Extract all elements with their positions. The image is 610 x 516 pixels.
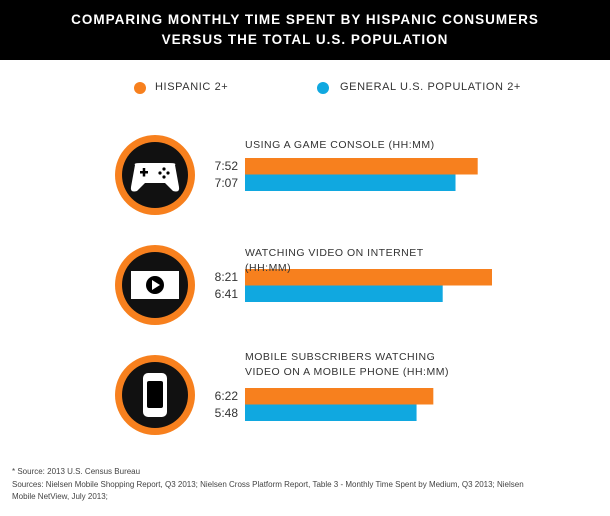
- bar: [245, 388, 434, 405]
- value-label: 7:07: [214, 175, 238, 190]
- header-band: [0, 0, 610, 60]
- category-icon: [115, 245, 195, 325]
- icon-play-arrow: [152, 280, 160, 290]
- icon-detail: [162, 167, 166, 171]
- value-label: 7:52: [214, 159, 238, 173]
- bar: [245, 174, 456, 191]
- legend-swatch: [134, 82, 146, 94]
- category-label: WATCHING VIDEO ON INTERNET (HH:MM): [245, 247, 424, 274]
- icon-detail: [142, 168, 146, 177]
- icon-detail: [162, 175, 166, 179]
- legend-swatch: [317, 82, 329, 94]
- value-label: 8:21: [214, 270, 238, 284]
- category-icon: [115, 355, 195, 435]
- bar: [245, 285, 443, 302]
- footnote: Sources: Nielsen Mobile Shopping Report,…: [12, 480, 524, 501]
- icon-detail: [166, 171, 170, 175]
- bar: [245, 404, 417, 421]
- footnote: * Source: 2013 U.S. Census Bureau: [12, 467, 141, 476]
- legend-label: GENERAL U.S. POPULATION 2+: [340, 81, 521, 93]
- value-label: 5:48: [214, 405, 238, 420]
- bar: [245, 158, 478, 175]
- category-label: MOBILE SUBSCRIBERS WATCHING VIDEO ON A M…: [245, 351, 449, 378]
- icon-screen: [147, 381, 163, 408]
- title: COMPARING MONTHLY TIME SPENT BY HISPANIC…: [71, 12, 539, 47]
- value-label: 6:22: [214, 389, 238, 403]
- category-icon: [115, 135, 195, 215]
- value-label: 6:41: [214, 286, 238, 301]
- legend-label: HISPANIC 2+: [155, 81, 229, 93]
- category-label: USING A GAME CONSOLE (HH:MM): [245, 139, 435, 151]
- icon-detail: [158, 171, 162, 175]
- bar: [245, 269, 492, 286]
